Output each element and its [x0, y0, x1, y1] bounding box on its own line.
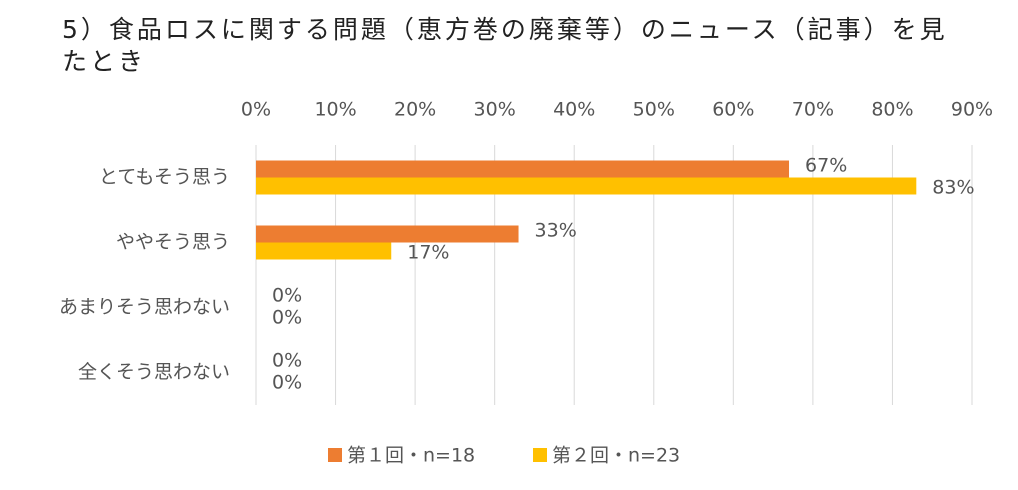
value-label: 0%: [272, 307, 302, 329]
value-label: 67%: [805, 155, 847, 177]
y-tick-label: とてもそう思う: [99, 166, 230, 188]
y-tick-label: ややそう思う: [116, 231, 230, 253]
x-tick-label: 30%: [474, 99, 516, 121]
x-tick-label: 10%: [314, 99, 356, 121]
bar: [256, 177, 917, 195]
legend-swatch: [533, 448, 547, 462]
legend-label: 第１回・n=18: [347, 445, 475, 467]
y-tick-label: 全くそう思わない: [78, 361, 230, 383]
chart-title: 5）食品ロスに関する問題（恵方巻の廃棄等）のニュース（記事）を見たとき: [62, 15, 948, 76]
x-tick-label: 60%: [712, 99, 754, 121]
value-label: 0%: [272, 372, 302, 394]
x-tick-label: 20%: [394, 99, 436, 121]
bar: [256, 160, 790, 178]
bar: [256, 242, 392, 260]
x-tick-label: 90%: [951, 99, 993, 121]
legend-label: 第２回・n=23: [552, 445, 680, 467]
value-label: 83%: [932, 177, 974, 199]
x-tick-label: 40%: [553, 99, 595, 121]
y-tick-label: あまりそう思わない: [59, 296, 230, 318]
value-label: 33%: [535, 220, 577, 242]
x-tick-label: 70%: [792, 99, 834, 121]
x-tick-label: 80%: [871, 99, 913, 121]
value-label: 0%: [272, 350, 302, 372]
legend-swatch: [328, 448, 342, 462]
bar: [256, 225, 519, 243]
value-label: 17%: [407, 242, 449, 264]
value-label: 0%: [272, 285, 302, 307]
x-tick-label: 0%: [241, 99, 271, 121]
x-tick-label: 50%: [633, 99, 675, 121]
